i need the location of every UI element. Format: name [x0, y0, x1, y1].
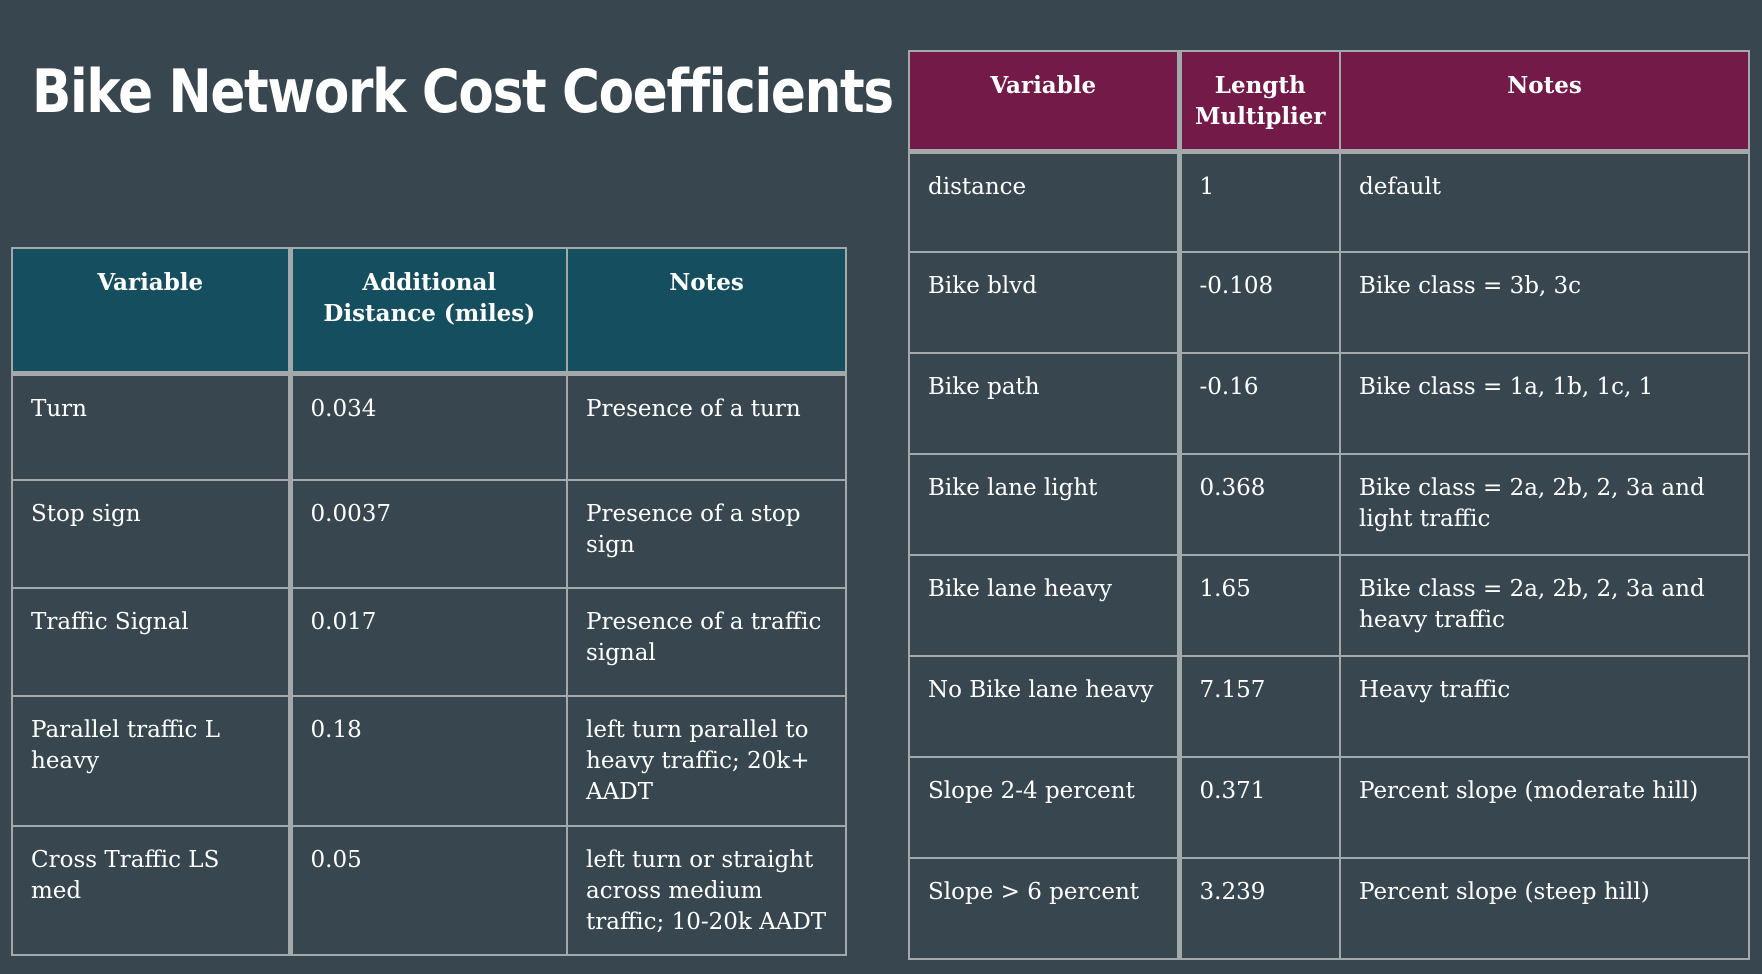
cell-value: 0.034	[289, 372, 568, 481]
cell-variable: No Bike lane heavy	[908, 655, 1182, 758]
cell-variable: Traffic Signal	[11, 587, 293, 697]
column-header-notes: Notes	[566, 247, 847, 376]
table-row: Cross Traffic LS med 0.05 left turn or s…	[11, 825, 847, 956]
cell-value: 3.239	[1178, 857, 1341, 960]
cell-notes: Presence of a turn	[566, 372, 847, 481]
cell-notes: Percent slope (steep hill)	[1339, 857, 1750, 960]
length-multiplier-table: Variable Length Multiplier Notes distanc…	[908, 50, 1750, 960]
cell-variable: Stop sign	[11, 479, 293, 589]
cell-notes: Bike class = 2a, 2b, 2, 3a and light tra…	[1339, 453, 1750, 556]
cell-variable: Bike lane light	[908, 453, 1182, 556]
cell-variable: Cross Traffic LS med	[11, 825, 293, 956]
cell-value: 0.0037	[289, 479, 568, 589]
table-row: Traffic Signal 0.017 Presence of a traff…	[11, 587, 847, 697]
cell-variable: Bike lane heavy	[908, 554, 1182, 657]
column-header-notes: Notes	[1339, 50, 1750, 154]
cell-notes: Heavy traffic	[1339, 655, 1750, 758]
column-header-variable: Variable	[11, 247, 293, 376]
table-row: Bike path -0.16 Bike class = 1a, 1b, 1c,…	[908, 352, 1750, 455]
cell-variable: Slope > 6 percent	[908, 857, 1182, 960]
cell-notes: Presence of a stop sign	[566, 479, 847, 589]
cell-notes: default	[1339, 150, 1750, 253]
cell-notes: Percent slope (moderate hill)	[1339, 756, 1750, 859]
cell-notes: Presence of a traffic signal	[566, 587, 847, 697]
column-header-length-multiplier: Length Multiplier	[1178, 50, 1341, 154]
table-row: Slope 2-4 percent 0.371 Percent slope (m…	[908, 756, 1750, 859]
table-row: Slope > 6 percent 3.239 Percent slope (s…	[908, 857, 1750, 960]
table-row: Turn 0.034 Presence of a turn	[11, 372, 847, 481]
cell-value: 0.017	[289, 587, 568, 697]
cell-value: 0.368	[1178, 453, 1341, 556]
cell-notes: left turn parallel to heavy traffic; 20k…	[566, 695, 847, 827]
cell-value: 1	[1178, 150, 1341, 253]
cell-variable: Slope 2-4 percent	[908, 756, 1182, 859]
page-title: Bike Network Cost Coefficients	[32, 57, 894, 127]
cell-value: 7.157	[1178, 655, 1341, 758]
cell-value: -0.16	[1178, 352, 1341, 455]
table-row: Bike lane heavy 1.65 Bike class = 2a, 2b…	[908, 554, 1750, 657]
table-row: Stop sign 0.0037 Presence of a stop sign	[11, 479, 847, 589]
table-row: No Bike lane heavy 7.157 Heavy traffic	[908, 655, 1750, 758]
column-header-variable: Variable	[908, 50, 1182, 154]
cell-notes: left turn or straight across medium traf…	[566, 825, 847, 956]
cell-variable: Bike blvd	[908, 251, 1182, 354]
table-header-row: Variable Additional Distance (miles) Not…	[11, 247, 847, 376]
table-row: Parallel traffic L heavy 0.18 left turn …	[11, 695, 847, 827]
cell-value: -0.108	[1178, 251, 1341, 354]
table-row: Bike lane light 0.368 Bike class = 2a, 2…	[908, 453, 1750, 556]
cell-variable: distance	[908, 150, 1182, 253]
turn-cost-table: Variable Additional Distance (miles) Not…	[11, 247, 847, 956]
table-row: Bike blvd -0.108 Bike class = 3b, 3c	[908, 251, 1750, 354]
cell-value: 1.65	[1178, 554, 1341, 657]
table-row: distance 1 default	[908, 150, 1750, 253]
cell-notes: Bike class = 3b, 3c	[1339, 251, 1750, 354]
cell-variable: Parallel traffic L heavy	[11, 695, 293, 827]
cell-variable: Turn	[11, 372, 293, 481]
column-header-additional-distance: Additional Distance (miles)	[289, 247, 568, 376]
cell-variable: Bike path	[908, 352, 1182, 455]
cell-value: 0.05	[289, 825, 568, 956]
cell-notes: Bike class = 2a, 2b, 2, 3a and heavy tra…	[1339, 554, 1750, 657]
cell-value: 0.18	[289, 695, 568, 827]
table-header-row: Variable Length Multiplier Notes	[908, 50, 1750, 154]
cell-notes: Bike class = 1a, 1b, 1c, 1	[1339, 352, 1750, 455]
cell-value: 0.371	[1178, 756, 1341, 859]
